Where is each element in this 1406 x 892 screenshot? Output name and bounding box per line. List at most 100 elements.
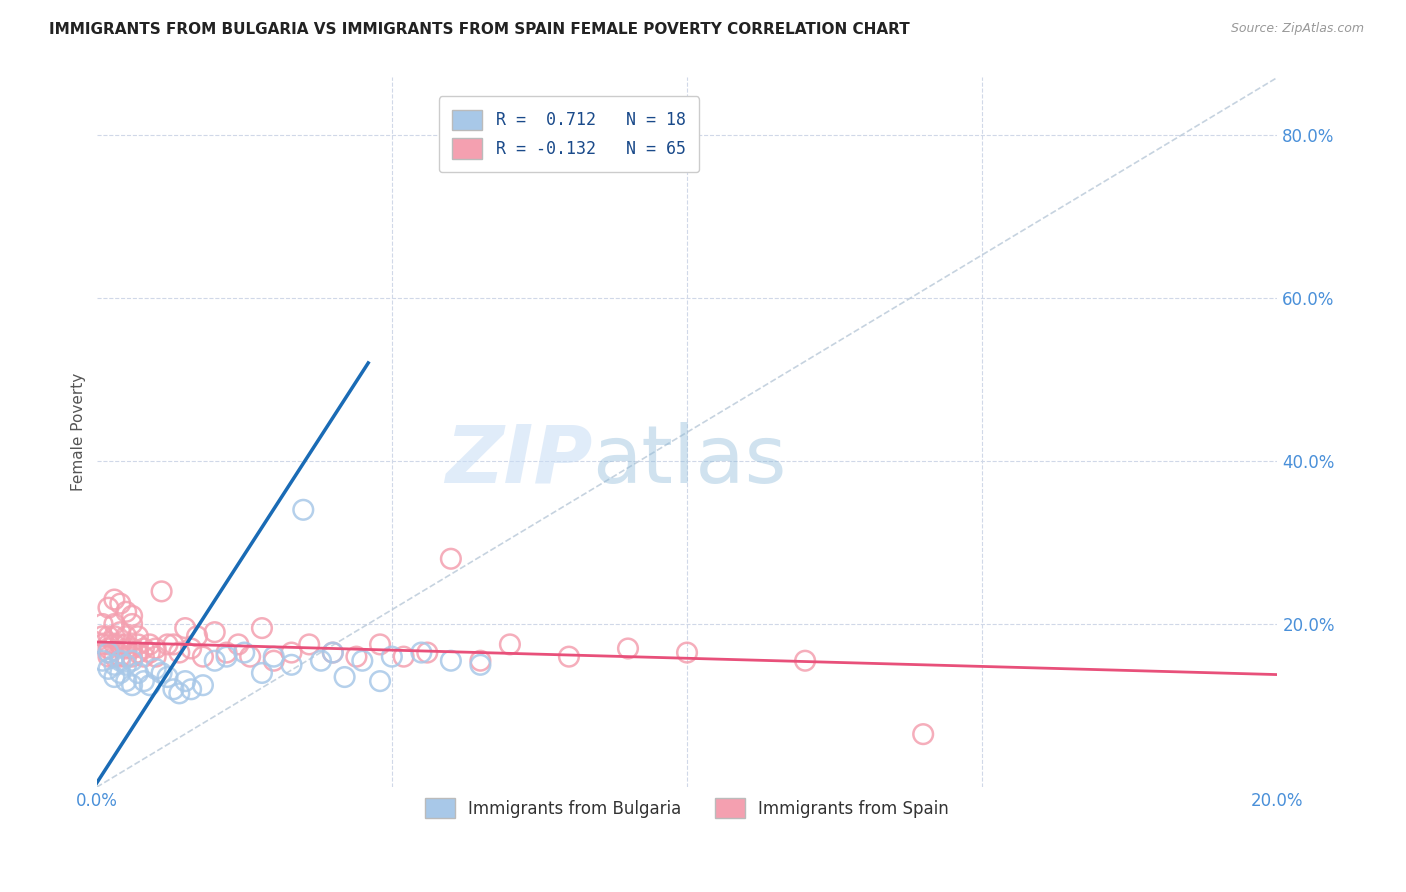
Point: [416, 646, 439, 660]
Point: [115, 657, 138, 672]
Point: [145, 662, 167, 676]
Point: [132, 649, 155, 664]
Point: [115, 629, 138, 643]
Point: [250, 665, 273, 680]
Point: [103, 629, 125, 643]
Point: [215, 649, 238, 664]
Point: [322, 646, 344, 660]
Point: [121, 608, 143, 623]
Point: [280, 646, 302, 660]
Point: [440, 654, 463, 668]
Point: [180, 641, 202, 656]
Point: [121, 641, 143, 656]
Point: [352, 654, 374, 668]
Point: [97, 641, 120, 656]
Point: [392, 649, 415, 664]
Point: [150, 584, 173, 599]
Point: [110, 625, 132, 640]
Text: ZIP: ZIP: [446, 422, 592, 500]
Point: [91, 654, 114, 668]
Point: [368, 637, 391, 651]
Point: [115, 649, 138, 664]
Point: [132, 674, 155, 689]
Point: [333, 670, 356, 684]
Point: [91, 617, 114, 632]
Text: IMMIGRANTS FROM BULGARIA VS IMMIGRANTS FROM SPAIN FEMALE POVERTY CORRELATION CHA: IMMIGRANTS FROM BULGARIA VS IMMIGRANTS F…: [49, 22, 910, 37]
Point: [263, 654, 285, 668]
Point: [97, 662, 120, 676]
Point: [110, 637, 132, 651]
Point: [127, 629, 149, 643]
Point: [91, 629, 114, 643]
Point: [263, 649, 285, 664]
Y-axis label: Female Poverty: Female Poverty: [72, 373, 86, 491]
Point: [174, 621, 197, 635]
Point: [132, 641, 155, 656]
Point: [191, 649, 214, 664]
Point: [127, 665, 149, 680]
Point: [191, 678, 214, 692]
Point: [794, 654, 817, 668]
Point: [309, 654, 332, 668]
Point: [411, 646, 433, 660]
Point: [169, 646, 191, 660]
Point: [912, 727, 935, 741]
Point: [139, 637, 162, 651]
Point: [115, 674, 138, 689]
Point: [115, 637, 138, 651]
Point: [103, 649, 125, 664]
Point: [121, 649, 143, 664]
Legend: Immigrants from Bulgaria, Immigrants from Spain: Immigrants from Bulgaria, Immigrants fro…: [419, 791, 956, 825]
Point: [97, 646, 120, 660]
Point: [110, 649, 132, 664]
Point: [156, 670, 179, 684]
Point: [499, 637, 522, 651]
Point: [470, 657, 492, 672]
Point: [174, 674, 197, 689]
Point: [97, 646, 120, 660]
Point: [322, 646, 344, 660]
Point: [162, 637, 184, 651]
Point: [115, 641, 138, 656]
Point: [91, 637, 114, 651]
Point: [145, 649, 167, 664]
Point: [470, 654, 492, 668]
Text: atlas: atlas: [592, 422, 787, 500]
Point: [239, 649, 262, 664]
Point: [558, 649, 581, 664]
Point: [204, 654, 226, 668]
Point: [103, 657, 125, 672]
Point: [110, 665, 132, 680]
Point: [103, 617, 125, 632]
Point: [103, 637, 125, 651]
Point: [127, 637, 149, 651]
Point: [292, 503, 315, 517]
Point: [676, 646, 699, 660]
Point: [115, 605, 138, 619]
Point: [97, 637, 120, 651]
Point: [344, 649, 367, 664]
Point: [103, 670, 125, 684]
Point: [121, 654, 143, 668]
Point: [215, 646, 238, 660]
Point: [180, 682, 202, 697]
Point: [121, 617, 143, 632]
Point: [127, 646, 149, 660]
Point: [169, 686, 191, 700]
Point: [139, 646, 162, 660]
Point: [186, 629, 208, 643]
Point: [97, 629, 120, 643]
Point: [250, 621, 273, 635]
Text: Source: ZipAtlas.com: Source: ZipAtlas.com: [1230, 22, 1364, 36]
Point: [280, 657, 302, 672]
Point: [139, 678, 162, 692]
Point: [103, 592, 125, 607]
Point: [381, 649, 404, 664]
Point: [145, 641, 167, 656]
Point: [233, 646, 256, 660]
Point: [97, 649, 120, 664]
Point: [440, 551, 463, 566]
Point: [156, 637, 179, 651]
Point: [298, 637, 321, 651]
Point: [162, 682, 184, 697]
